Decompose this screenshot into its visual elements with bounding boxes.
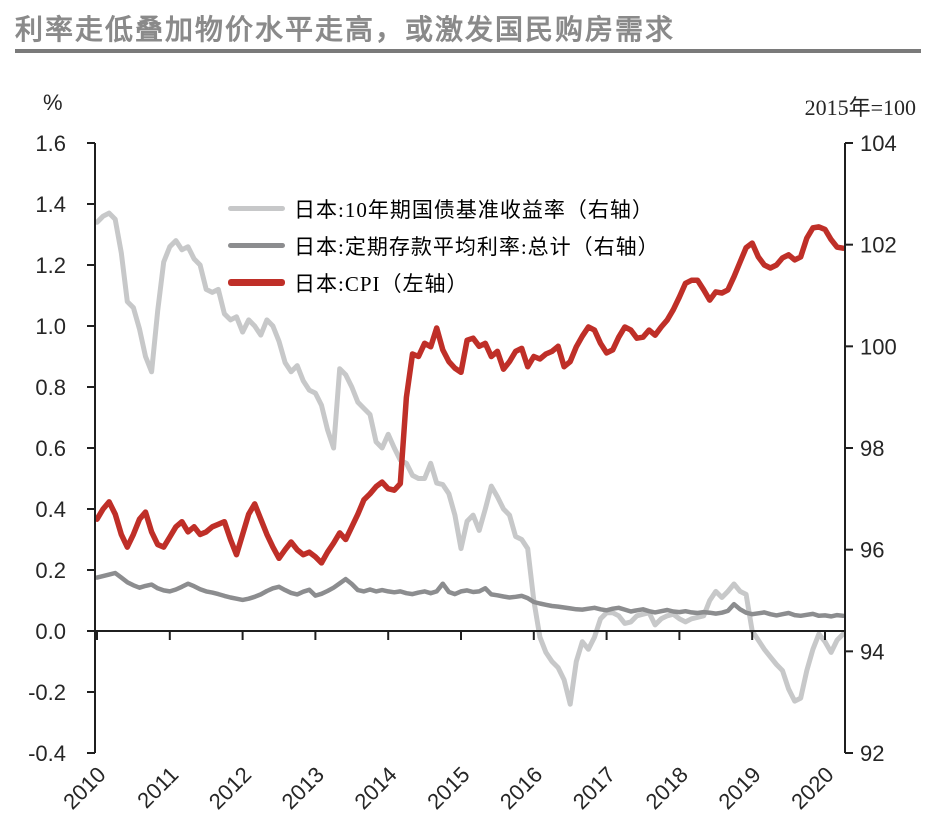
x-tick-label: 2016 [495, 762, 547, 814]
left-tick-label: -0.2 [28, 680, 66, 705]
left-tick-label: 0.4 [35, 497, 66, 522]
left-axis-unit-label: % [43, 90, 63, 115]
left-tick-label: 1.6 [35, 131, 66, 156]
series-line-1 [94, 570, 846, 619]
x-tick-label: 2018 [641, 762, 693, 814]
right-tick-label: 104 [860, 131, 897, 156]
x-tick-label: 2010 [58, 762, 110, 814]
right-tick-label: 92 [860, 741, 884, 766]
right-axis-note-label: 2015年=100 [804, 95, 916, 120]
legend-item-cpi: 日本:CPI（左轴） [228, 264, 660, 301]
x-tick-label: 2017 [568, 762, 620, 814]
x-tick-label: 2011 [132, 762, 183, 813]
chart-legend: 日本:10年期国债基准收益率（右轴） 日本:定期存款平均利率:总计（右轴） 日本… [228, 190, 660, 301]
left-tick-label: 0.2 [35, 558, 66, 583]
left-tick-label: -0.4 [28, 741, 66, 766]
right-tick-label: 100 [860, 334, 897, 359]
left-tick-label: 0.8 [35, 375, 66, 400]
series-line-2 [94, 224, 846, 566]
x-tick-label: 2020 [786, 762, 838, 814]
legend-label-cpi: 日本:CPI（左轴） [294, 271, 469, 296]
left-tick-label: 0.6 [35, 436, 66, 461]
legend-swatch-cpi [228, 279, 285, 286]
left-tick-label: 1.0 [35, 314, 66, 339]
right-tick-label: 94 [860, 639, 884, 664]
legend-item-jgb10y: 日本:10年期国债基准收益率（右轴） [228, 190, 660, 227]
x-tick-label: 2019 [713, 762, 765, 814]
chart-title: 利率走低叠加物价水平走高，或激发国民购房需求 [15, 15, 676, 46]
x-tick-label: 2015 [422, 762, 474, 814]
right-tick-label: 102 [860, 233, 897, 258]
x-tick-label: 2014 [349, 762, 401, 814]
left-tick-label: 1.2 [35, 253, 66, 278]
right-tick-label: 98 [860, 436, 884, 461]
right-axis-ticks: 104 102 100 98 96 94 92 [845, 131, 897, 766]
legend-swatch-jgb10y [228, 206, 285, 211]
title-underline [15, 49, 921, 53]
left-tick-label: 0.0 [35, 619, 66, 644]
legend-label-deposit-rate: 日本:定期存款平均利率:总计（右轴） [294, 234, 660, 259]
x-axis-ticks: 2010 2011 2012 2013 2014 2015 2016 2017 2018 2019… [58, 631, 839, 814]
legend-swatch-deposit-rate [228, 243, 285, 248]
series-lines [94, 210, 846, 707]
legend-label-jgb10y: 日本:10年期国债基准收益率（右轴） [294, 197, 654, 222]
left-tick-label: 1.4 [35, 192, 66, 217]
series-line-0 [94, 210, 846, 707]
x-tick-label: 2013 [277, 762, 329, 814]
x-tick-label: 2012 [204, 762, 256, 814]
legend-item-deposit-rate: 日本:定期存款平均利率:总计（右轴） [228, 227, 660, 264]
right-tick-label: 96 [860, 538, 884, 563]
left-axis-ticks: 1.6 1.4 1.2 1.0 0.8 0.6 0.4 0.2 0.0 -0.2 -0.4 [28, 131, 95, 766]
